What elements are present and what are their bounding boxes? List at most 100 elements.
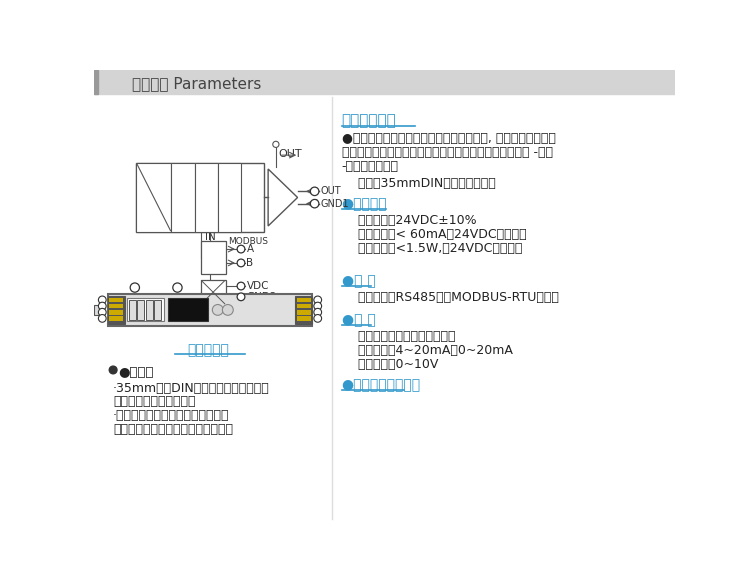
Bar xyxy=(129,300,136,320)
Bar xyxy=(297,310,310,315)
Circle shape xyxy=(172,283,182,292)
Text: ·建议尽可能垂直安装。如果需要横: ·建议尽可能垂直安装。如果需要横 xyxy=(113,409,230,422)
Bar xyxy=(154,300,161,320)
Text: 请注意卡位稳定、牢固。: 请注意卡位稳定、牢固。 xyxy=(113,396,196,409)
Circle shape xyxy=(212,305,223,315)
Bar xyxy=(110,303,123,308)
Bar xyxy=(108,296,124,324)
Text: VDC: VDC xyxy=(247,281,269,291)
Text: ●输 入: ●输 入 xyxy=(342,275,376,288)
Text: ●这是单通道的隔离变送器。一路通讯输入, 一路电流电压输出: ●这是单通道的隔离变送器。一路通讯输入, 一路电流电压输出 xyxy=(342,132,556,145)
Circle shape xyxy=(314,315,322,322)
Bar xyxy=(127,298,164,322)
Bar xyxy=(108,294,312,326)
Bar xyxy=(201,241,226,274)
Circle shape xyxy=(237,293,244,301)
Circle shape xyxy=(237,259,244,266)
Text: ●安装：: ●安装： xyxy=(118,366,154,379)
Text: IN: IN xyxy=(206,232,216,242)
Circle shape xyxy=(98,302,106,310)
Text: ·35mm标准DIN导轨卡式安装，安装时: ·35mm标准DIN导轨卡式安装，安装时 xyxy=(113,382,270,394)
Text: 电压输出：0~10V: 电压输出：0~10V xyxy=(342,357,438,370)
Text: -输出之间隔离。: -输出之间隔离。 xyxy=(342,160,399,173)
Bar xyxy=(136,163,264,232)
Text: 8: 8 xyxy=(312,187,317,196)
Text: Um: Um xyxy=(150,218,167,228)
Text: 8: 8 xyxy=(316,297,320,303)
Circle shape xyxy=(98,296,106,303)
Text: 式水平安装，仍可保证能性能一致。: 式水平安装，仍可保证能性能一致。 xyxy=(113,423,233,436)
Bar xyxy=(94,70,98,93)
Text: MCU: MCU xyxy=(197,190,220,200)
Text: 功率损耗：<1.5W,（24VDC供电时）: 功率损耗：<1.5W,（24VDC供电时） xyxy=(342,242,522,255)
Text: ●综合主要技术参数: ●综合主要技术参数 xyxy=(342,379,421,393)
Circle shape xyxy=(237,282,244,290)
Bar xyxy=(94,305,100,315)
Bar xyxy=(297,303,310,308)
Text: 6: 6 xyxy=(316,309,320,315)
Circle shape xyxy=(98,315,106,322)
Circle shape xyxy=(310,200,319,208)
Text: ●供电电源: ●供电电源 xyxy=(342,197,387,211)
Text: 1: 1 xyxy=(100,297,104,303)
Circle shape xyxy=(314,308,322,316)
Bar xyxy=(110,316,123,321)
Text: 88: 88 xyxy=(174,298,202,322)
Bar xyxy=(194,163,217,232)
Text: OUT: OUT xyxy=(320,186,340,196)
Bar xyxy=(201,280,226,305)
Text: ●输 出: ●输 出 xyxy=(342,313,376,327)
Text: 7: 7 xyxy=(312,199,317,208)
Text: 2: 2 xyxy=(100,303,104,309)
Text: 输入信号：RS485通信MODBUS-RTU协议。: 输入信号：RS485通信MODBUS-RTU协议。 xyxy=(342,291,559,305)
Text: 5: 5 xyxy=(316,315,320,321)
Text: 。该隔离变送器采用独立的直流电源供电方式，供电电源 -输入: 。该隔离变送器采用独立的直流电源供电方式，供电电源 -输入 xyxy=(342,146,553,159)
Text: B: B xyxy=(247,258,254,268)
Circle shape xyxy=(110,366,117,374)
Text: 原理接线图: 原理接线图 xyxy=(188,343,230,357)
Text: 输出：直流电流（电压）信号: 输出：直流电流（电压）信号 xyxy=(342,330,455,343)
Text: C: C xyxy=(238,283,243,289)
Text: 3: 3 xyxy=(100,309,104,315)
Text: A/D: A/D xyxy=(175,190,193,200)
Bar xyxy=(110,310,123,315)
Bar xyxy=(171,163,194,232)
Text: 7: 7 xyxy=(316,303,320,309)
Bar xyxy=(146,300,153,320)
Circle shape xyxy=(98,308,106,316)
Text: OUT: OUT xyxy=(278,149,302,159)
Text: A: A xyxy=(247,244,254,254)
Bar xyxy=(217,163,241,232)
Circle shape xyxy=(314,296,322,303)
Bar xyxy=(136,163,171,232)
Polygon shape xyxy=(268,169,298,226)
Text: Ω: Ω xyxy=(140,166,148,176)
Bar xyxy=(110,298,123,302)
Text: D/A: D/A xyxy=(222,190,239,200)
Text: 6: 6 xyxy=(238,246,243,252)
Text: 电流消耗：< 60mA（24VDC供电时）: 电流消耗：< 60mA（24VDC供电时） xyxy=(342,228,526,241)
Circle shape xyxy=(130,283,140,292)
Circle shape xyxy=(237,245,244,253)
Text: 标准的35mmDIN导轨卡式安装。: 标准的35mmDIN导轨卡式安装。 xyxy=(342,177,496,190)
Text: GND2: GND2 xyxy=(247,292,277,302)
Bar xyxy=(137,300,144,320)
Circle shape xyxy=(273,141,279,147)
Text: 商品参数 Parameters: 商品参数 Parameters xyxy=(133,76,262,92)
Text: RS
485: RS 485 xyxy=(206,248,221,267)
Circle shape xyxy=(223,305,233,315)
Bar xyxy=(94,70,675,93)
Text: 4: 4 xyxy=(100,315,104,321)
Bar xyxy=(297,316,310,321)
Text: 9: 9 xyxy=(175,283,180,292)
Bar xyxy=(168,298,208,322)
Text: 5: 5 xyxy=(238,260,243,266)
Text: C: C xyxy=(132,283,138,292)
Text: GND1: GND1 xyxy=(320,198,349,208)
Circle shape xyxy=(310,187,319,195)
Text: MODBUS: MODBUS xyxy=(229,237,268,246)
Text: 电源电压：24VDC±10%: 电源电压：24VDC±10% xyxy=(342,214,476,227)
Text: 主要技术参数: 主要技术参数 xyxy=(342,113,397,128)
Bar xyxy=(296,296,312,324)
Circle shape xyxy=(314,302,322,310)
